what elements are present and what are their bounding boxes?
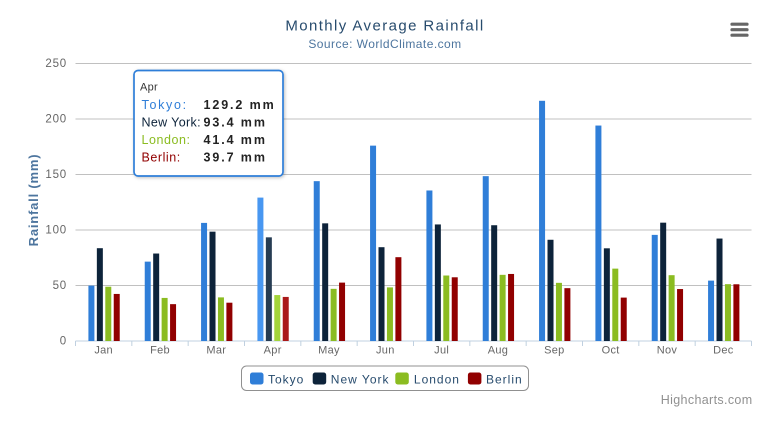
svg-text:150: 150: [45, 169, 67, 181]
svg-text:London: London: [414, 373, 460, 387]
svg-text:Jul: Jul: [434, 345, 449, 357]
svg-text:New York:: New York:: [142, 115, 201, 129]
svg-text:Jan: Jan: [94, 345, 113, 357]
svg-text:41.4 mm: 41.4 mm: [204, 133, 267, 147]
svg-text:100: 100: [45, 225, 67, 237]
svg-text:Monthly Average Rainfall: Monthly Average Rainfall: [285, 17, 484, 34]
svg-text:Sep: Sep: [544, 345, 564, 357]
svg-text:Rainfall (mm): Rainfall (mm): [26, 154, 41, 247]
svg-text:0: 0: [60, 336, 67, 348]
svg-text:39.7 mm: 39.7 mm: [204, 150, 267, 164]
svg-text:Oct: Oct: [602, 345, 620, 357]
svg-text:New York: New York: [331, 373, 390, 387]
svg-text:Berlin:: Berlin:: [142, 150, 181, 164]
svg-text:Nov: Nov: [657, 345, 678, 357]
svg-text:May: May: [318, 345, 340, 357]
svg-text:Tokyo: Tokyo: [268, 373, 304, 387]
svg-text:London:: London:: [142, 133, 191, 147]
svg-text:Source: WorldClimate.com: Source: WorldClimate.com: [308, 37, 461, 51]
svg-text:Dec: Dec: [713, 345, 734, 357]
svg-text:Apr: Apr: [264, 345, 282, 357]
svg-text:Mar: Mar: [206, 345, 226, 357]
svg-text:250: 250: [45, 58, 67, 70]
svg-text:Apr: Apr: [140, 81, 158, 93]
svg-text:Tokyo:: Tokyo:: [142, 98, 188, 112]
svg-text:93.4 mm: 93.4 mm: [204, 115, 267, 129]
svg-text:Aug: Aug: [488, 345, 508, 357]
svg-text:129.2 mm: 129.2 mm: [204, 98, 276, 112]
svg-text:50: 50: [53, 280, 67, 292]
svg-text:Feb: Feb: [150, 345, 170, 357]
svg-text:Berlin: Berlin: [486, 373, 523, 387]
svg-text:Jun: Jun: [376, 345, 395, 357]
svg-text:200: 200: [45, 114, 67, 126]
svg-text:Highcharts.com: Highcharts.com: [661, 393, 753, 407]
